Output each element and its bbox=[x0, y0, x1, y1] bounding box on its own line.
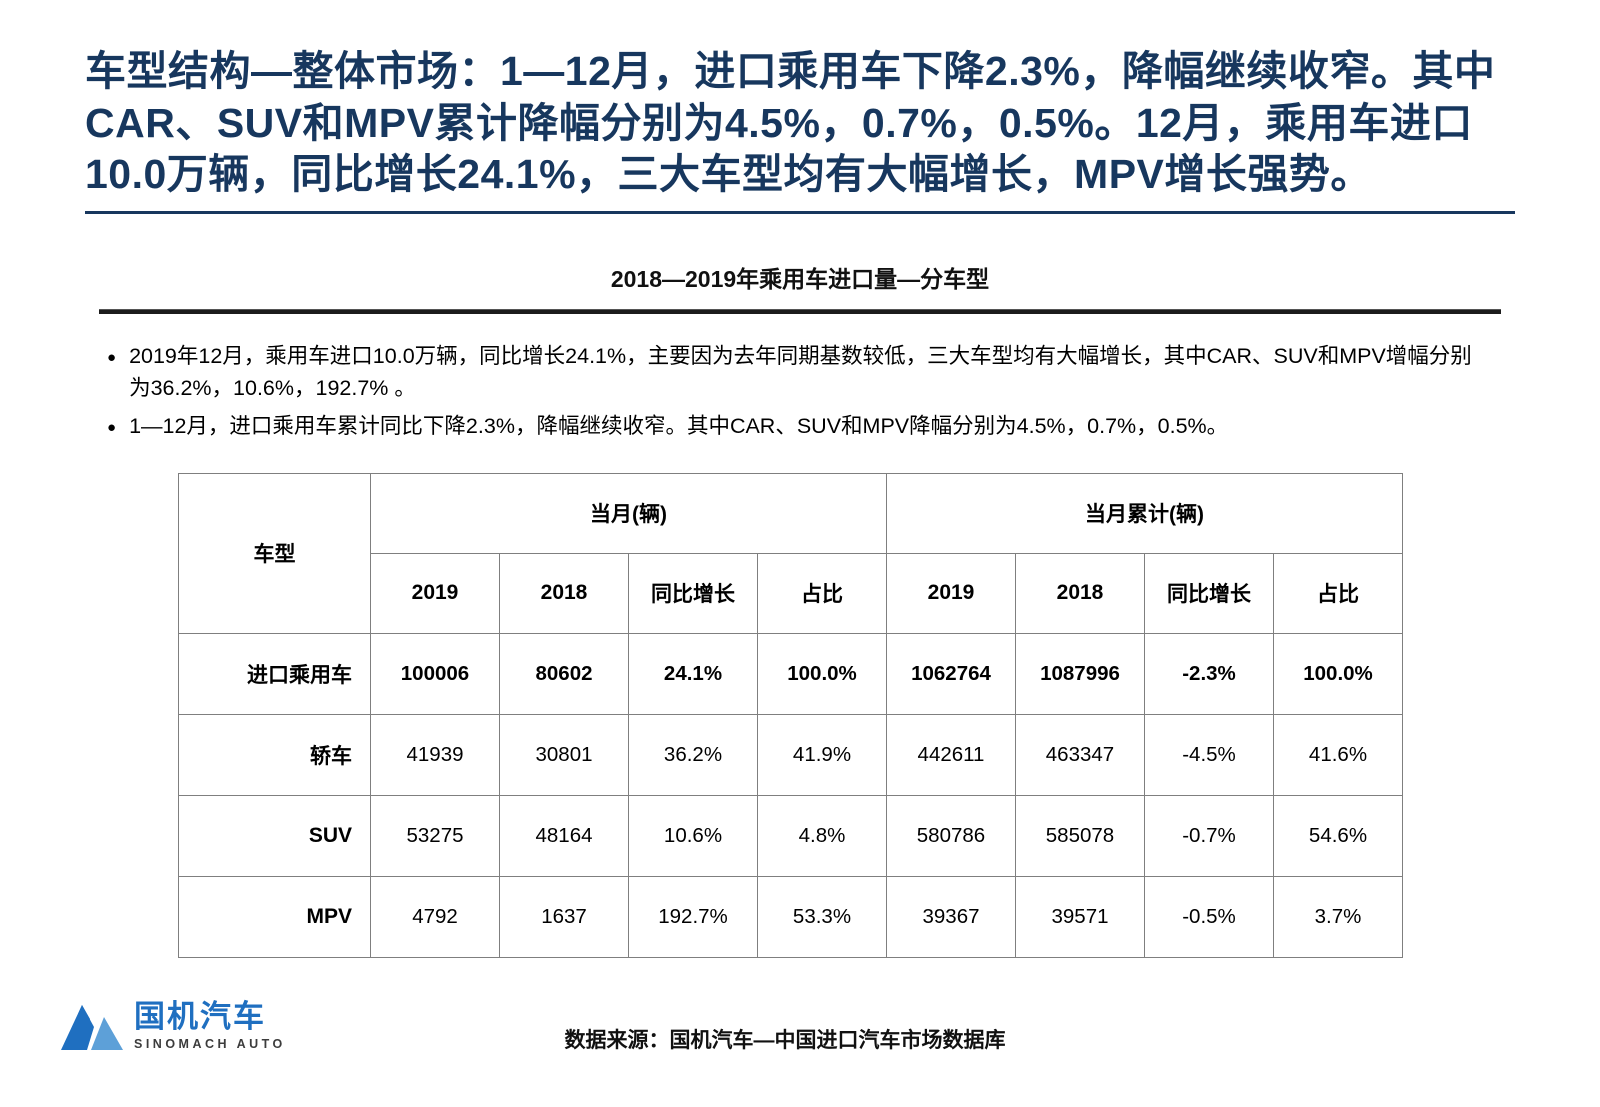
table-row-suv: SUV 53275 48164 10.6% 4.8% 580786 585078… bbox=[178, 794, 1403, 877]
table-cell: 53.3% bbox=[757, 875, 887, 958]
page-title: 车型结构—整体市场：1—12月，进口乘用车下降2.3%，降幅继续收窄。其中 CA… bbox=[85, 46, 1515, 201]
table-title: 2018—2019年乘用车进口量—分车型 bbox=[610, 265, 990, 292]
table-cell: 54.6% bbox=[1273, 794, 1403, 877]
table-cell: 1062764 bbox=[886, 632, 1016, 715]
header-cum-2018: 2018 bbox=[1015, 552, 1145, 634]
slide-content: 车型结构—整体市场：1—12月，进口乘用车下降2.3%，降幅继续收窄。其中 CA… bbox=[85, 46, 1515, 958]
table-cell: 30801 bbox=[499, 713, 629, 796]
title-line-3: 10.0万辆，同比增长24.1%，三大车型均有大幅增长，MPV增长强势。 bbox=[85, 151, 1372, 198]
table-cell: 41939 bbox=[370, 713, 500, 796]
table-cell: 100.0% bbox=[1273, 632, 1403, 715]
header-cum-yoy: 同比增长 bbox=[1144, 552, 1274, 634]
row-label: 进口乘用车 bbox=[178, 632, 371, 715]
table-cell: 41.9% bbox=[757, 713, 887, 796]
header-cum-2019: 2019 bbox=[886, 552, 1016, 634]
bullet-item-1: ● 2019年12月，乘用车进口10.0万辆，同比增长24.1%，主要因为去年同… bbox=[107, 340, 1515, 405]
bullet-marker-icon: ● bbox=[107, 348, 117, 366]
header-month-2018: 2018 bbox=[499, 552, 629, 634]
header-cum-share: 占比 bbox=[1273, 552, 1403, 634]
table-cell: 39571 bbox=[1015, 875, 1145, 958]
table-cell: 100006 bbox=[370, 632, 500, 715]
logo-name-en: SINOMACH AUTO bbox=[134, 1037, 286, 1052]
row-label: SUV bbox=[178, 794, 371, 877]
table-row-car: 轿车 41939 30801 36.2% 41.9% 442611 463347… bbox=[178, 713, 1403, 796]
subtitle-divider bbox=[99, 308, 1501, 314]
table-cell: 100.0% bbox=[757, 632, 887, 715]
bullet-list: ● 2019年12月，乘用车进口10.0万辆，同比增长24.1%，主要因为去年同… bbox=[85, 340, 1515, 443]
table-cell: 4792 bbox=[370, 875, 500, 958]
header-cumulative: 当月累计(辆) bbox=[886, 472, 1403, 554]
table-cell: 39367 bbox=[886, 875, 1016, 958]
table-cell: 48164 bbox=[499, 794, 629, 877]
table-cell: -2.3% bbox=[1144, 632, 1274, 715]
header-month-yoy: 同比增长 bbox=[628, 552, 758, 634]
header-month-share: 占比 bbox=[757, 552, 887, 634]
table-cell: 1637 bbox=[499, 875, 629, 958]
table-cell: 192.7% bbox=[628, 875, 758, 958]
table-cell: 36.2% bbox=[628, 713, 758, 796]
table-cell: 41.6% bbox=[1273, 713, 1403, 796]
logo-name-cn: 国机汽车 bbox=[134, 998, 266, 1034]
title-line-2: CAR、SUV和MPV累计降幅分别为4.5%，0.7%，0.5%。12月，乘用车… bbox=[85, 99, 1473, 146]
bullet-marker-icon: ● bbox=[107, 419, 117, 437]
table-row-mpv: MPV 4792 1637 192.7% 53.3% 39367 39571 -… bbox=[178, 875, 1403, 958]
table-cell: -0.5% bbox=[1144, 875, 1274, 958]
table-cell: 442611 bbox=[886, 713, 1016, 796]
mountain-logo-icon bbox=[61, 1005, 123, 1050]
bullet-text-1: 2019年12月，乘用车进口10.0万辆，同比增长24.1%，主要因为去年同期基… bbox=[129, 343, 1472, 401]
row-label: MPV bbox=[178, 875, 371, 958]
table-cell: 3.7% bbox=[1273, 875, 1403, 958]
table-cell: 580786 bbox=[886, 794, 1016, 877]
table-cell: 585078 bbox=[1015, 794, 1145, 877]
table-cell: 4.8% bbox=[757, 794, 887, 877]
row-label: 轿车 bbox=[178, 713, 371, 796]
sinomach-logo: 国机汽车 SINOMACH AUTO bbox=[60, 998, 286, 1054]
logo-text: 国机汽车 SINOMACH AUTO bbox=[134, 998, 286, 1052]
table-cell: 1087996 bbox=[1015, 632, 1145, 715]
data-source-note: 数据来源：国机汽车—中国进口汽车市场数据库 bbox=[564, 1029, 1006, 1052]
header-current-month: 当月(辆) bbox=[370, 472, 887, 554]
table-cell: -4.5% bbox=[1144, 713, 1274, 796]
table-cell: 463347 bbox=[1015, 713, 1145, 796]
table-cell: 10.6% bbox=[628, 794, 758, 877]
table-cell: 53275 bbox=[370, 794, 500, 877]
table-cell: -0.7% bbox=[1144, 794, 1274, 877]
title-line-1: 车型结构—整体市场：1—12月，进口乘用车下降2.3%，降幅继续收窄。其中 bbox=[85, 48, 1496, 94]
table-cell: 24.1% bbox=[628, 632, 758, 715]
table-cell: 80602 bbox=[499, 632, 629, 715]
table-header-group-row: 车型 当月(辆) 当月累计(辆) bbox=[178, 472, 1403, 634]
header-vehicle-type: 车型 bbox=[178, 472, 371, 634]
table-row-total: 进口乘用车 100006 80602 24.1% 100.0% 1062764 … bbox=[178, 632, 1403, 715]
title-divider bbox=[85, 210, 1515, 214]
import-volume-table: 车型 当月(辆) 当月累计(辆) 2019 2018 同比增长 占比 2019 … bbox=[178, 472, 1403, 958]
bullet-item-2: ● 1—12月，进口乘用车累计同比下降2.3%，降幅继续收窄。其中CAR、SUV… bbox=[107, 410, 1515, 442]
table-header-sub-row: 2019 2018 同比增长 占比 2019 2018 同比增长 占比 bbox=[179, 552, 1403, 634]
header-month-2019: 2019 bbox=[370, 552, 500, 634]
bullet-text-2: 1—12月，进口乘用车累计同比下降2.3%，降幅继续收窄。其中CAR、SUV和M… bbox=[129, 414, 1229, 439]
